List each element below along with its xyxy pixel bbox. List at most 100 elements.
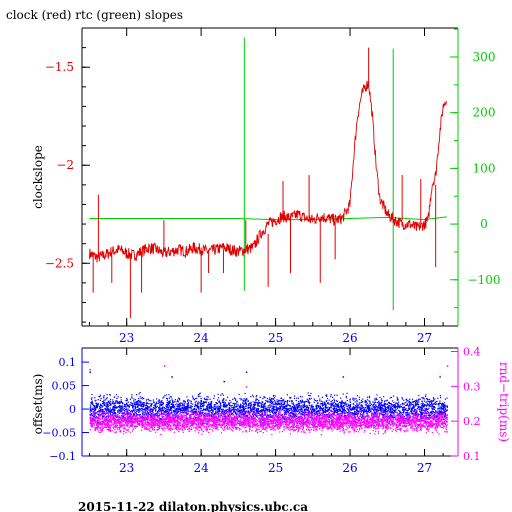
offset-series-point [137, 423, 139, 425]
offset-series-point [329, 407, 331, 409]
offset-series-point [155, 406, 157, 408]
offset-series-point [172, 424, 174, 426]
offset-series-point [446, 416, 448, 419]
offset-series-point [308, 394, 310, 397]
offset-series-point [362, 407, 364, 409]
offset-series-point [278, 410, 281, 412]
offset-series-point [93, 413, 95, 415]
offset-series-point [205, 398, 208, 400]
offset-series-point [200, 399, 202, 401]
offset-series-point [157, 411, 159, 413]
offset-series-point [161, 411, 163, 413]
offset-series-point [308, 397, 310, 399]
offset-series-point [346, 407, 348, 409]
offset-series-point [118, 418, 120, 420]
offset-series-point [301, 409, 303, 411]
top-x-tick-label: 27 [417, 331, 432, 345]
rndtrip-series-point [215, 426, 217, 429]
offset-series-point [426, 410, 429, 413]
offset-series-point [240, 417, 242, 419]
offset-series-point [102, 401, 104, 403]
rndtrip-series-point [432, 411, 434, 413]
offset-series-point [319, 409, 321, 411]
offset-series-point [333, 418, 335, 420]
offset-series-point [263, 396, 266, 398]
offset-series-point [416, 402, 419, 404]
offset-series-point [179, 405, 181, 407]
offset-series-point [236, 409, 238, 411]
offset-series-point [438, 402, 440, 405]
offset-series-point [133, 403, 136, 405]
offset-series-point [396, 396, 398, 398]
offset-series-point [401, 403, 403, 405]
offset-series-point [442, 404, 444, 406]
offset-series-point [284, 407, 286, 409]
offset-series-point [381, 406, 383, 408]
offset-series-point [217, 397, 220, 399]
offset-series-point [319, 406, 321, 408]
rndtrip-series-point [184, 426, 186, 428]
offset-series-point [166, 406, 168, 408]
offset-series-point [201, 412, 203, 414]
rndtrip-series-point [422, 416, 425, 418]
offset-series-point [289, 409, 291, 411]
offset-series-point [421, 406, 423, 409]
offset-series-point [289, 418, 291, 420]
rndtrip-series-point [311, 415, 313, 417]
offset-series-point [98, 407, 101, 409]
bottom-right-tick-label: 0.3 [463, 380, 481, 393]
offset-series-point [426, 397, 428, 400]
offset-series-point [285, 400, 287, 402]
offset-series-point [187, 403, 189, 405]
offset-series-point [311, 406, 313, 408]
offset-series-point [286, 411, 288, 413]
offset-series-point [294, 404, 296, 406]
offset-series-point [160, 418, 162, 420]
offset-series-point [376, 394, 378, 396]
offset-series-point [373, 410, 375, 412]
offset-series-point [310, 404, 312, 406]
offset-series-point [430, 402, 433, 405]
offset-series-point [146, 417, 148, 419]
rndtrip-series-point [274, 429, 276, 431]
offset-series-point [114, 402, 116, 404]
offset-series-point [429, 404, 431, 406]
offset-series-point [353, 408, 355, 410]
offset-series-point [379, 407, 381, 409]
offset-series-point [168, 403, 170, 405]
offset-series-point [199, 405, 201, 407]
offset-series-point [301, 401, 303, 403]
rndtrip-series-point [169, 413, 171, 415]
offset-series-point [408, 421, 410, 423]
offset-series-point [340, 402, 342, 405]
offset-series-point [106, 402, 109, 404]
offset-series-point [339, 414, 341, 416]
offset-series-point [220, 405, 222, 407]
offset-series-point [218, 401, 220, 403]
offset-series-point [142, 409, 144, 411]
offset-series-point [230, 423, 232, 425]
offset-series-point [392, 408, 394, 410]
offset-series-point [412, 400, 414, 402]
offset-series-point [381, 400, 383, 402]
rndtrip-series-point [238, 420, 240, 422]
offset-series-point [359, 415, 361, 417]
offset-series-point [292, 408, 294, 410]
rndtrip-series-point [346, 426, 348, 428]
offset-series-point [159, 400, 161, 402]
offset-series-point [318, 413, 320, 415]
offset-series-point [120, 411, 122, 413]
offset-series-point [173, 411, 175, 413]
offset-series-point [312, 406, 314, 408]
offset-series-point [247, 418, 249, 420]
rndtrip-series-point [337, 423, 339, 425]
offset-series-point [112, 412, 114, 414]
offset-series-point [405, 417, 407, 420]
rndtrip-series-point [119, 423, 121, 425]
offset-series-point [215, 402, 217, 404]
offset-series-point [344, 412, 346, 415]
offset-series-point [177, 408, 179, 410]
offset-series-point [279, 419, 281, 421]
offset-series-point [228, 402, 230, 404]
offset-series-point [422, 403, 425, 405]
